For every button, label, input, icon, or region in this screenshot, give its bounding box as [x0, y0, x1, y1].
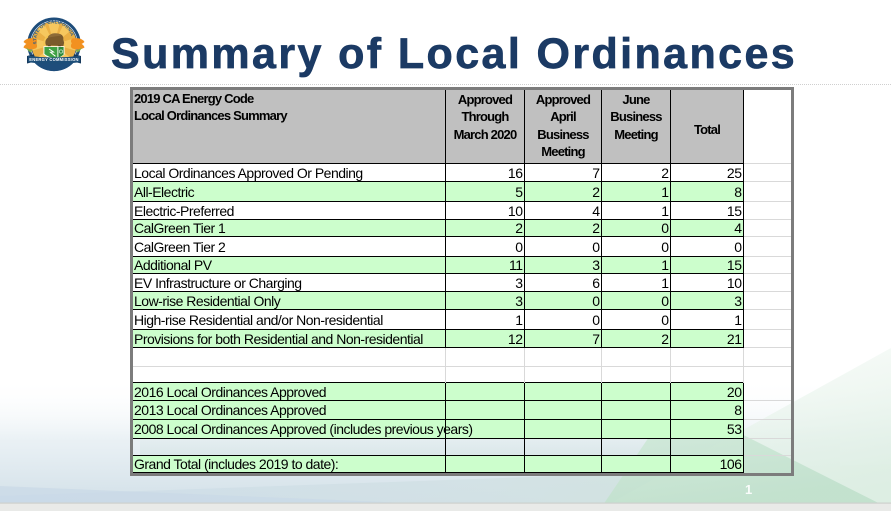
svg-text:ENERGY COMMISSION: ENERGY COMMISSION [29, 57, 78, 62]
